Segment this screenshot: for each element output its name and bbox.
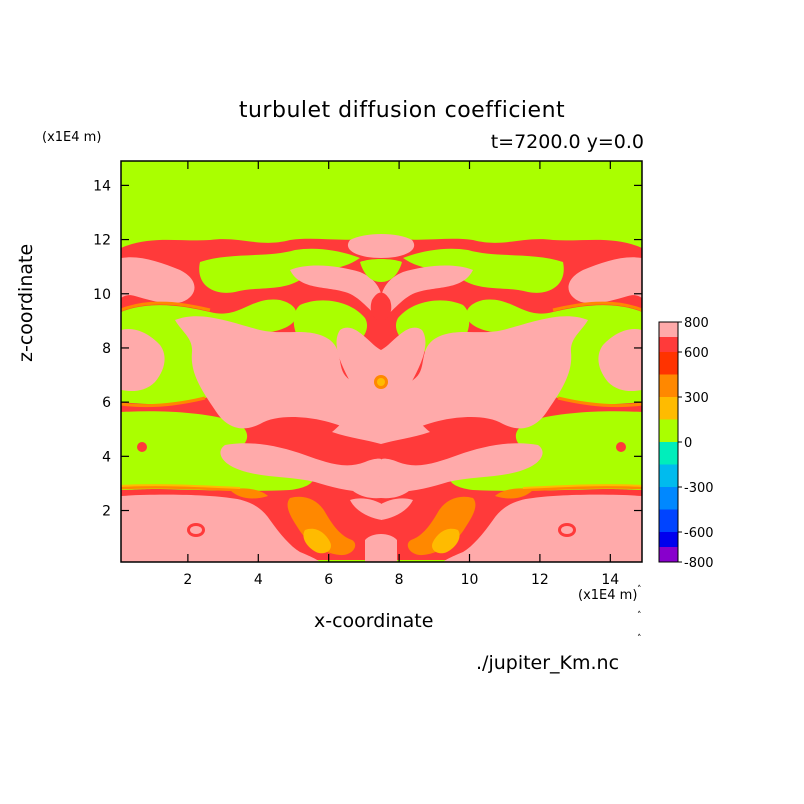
y-tick-label: 6 — [102, 395, 111, 411]
source-file-label: ./jupiter_Km.nc — [476, 652, 620, 674]
colorbar-tick-label: 300 — [684, 391, 709, 406]
contour-band-orange — [121, 484, 241, 489]
contour-band-red — [137, 442, 147, 452]
contour-band-yellow — [303, 528, 331, 554]
contour-left-half — [121, 236, 382, 562]
contour-band-pink — [350, 498, 382, 520]
marker-dot: ˄ — [637, 585, 642, 595]
x-tick-label: 14 — [601, 572, 619, 588]
colorbar-swatch — [659, 532, 678, 547]
contour-band-pink — [121, 257, 195, 304]
colorbar-swatch — [659, 442, 678, 465]
contour-band-pink — [290, 265, 382, 320]
contour-field — [121, 161, 642, 562]
colorbar-tick-label: 800 — [684, 316, 709, 331]
colorbar-tick-label: -600 — [684, 526, 714, 541]
marker-dot: ˄ — [637, 611, 642, 621]
x-tick-label: 4 — [254, 572, 263, 588]
y-tick-label: 4 — [102, 449, 111, 465]
contour-band-pink — [365, 534, 397, 562]
contour-band-pink — [121, 328, 165, 392]
y-axis-unit: (x1E4 m) — [42, 130, 102, 145]
y-tick-label: 14 — [93, 178, 111, 194]
axes: 2 4 6 8 10 12 14 2 4 6 8 10 12 14 — [93, 160, 643, 588]
colorbar-tick-label: 0 — [684, 436, 692, 451]
colorbar-swatch — [659, 374, 678, 397]
colorbar-swatch — [659, 397, 678, 420]
contour-band-red — [370, 292, 392, 322]
chart-title: turbulet diffusion coefficient — [238, 98, 566, 123]
contour-center — [332, 234, 430, 562]
x-tick-label: 6 — [324, 572, 333, 588]
contour-band-pink — [175, 316, 382, 440]
axis-marker-dots: ˄ ˄ ˄ — [637, 585, 642, 644]
colorbar-tick-label: 600 — [684, 346, 709, 361]
y-tick-label: 2 — [102, 504, 111, 520]
chart-subtitle: t=7200.0 y=0.0 — [490, 131, 644, 153]
contour-band-green — [360, 259, 402, 282]
contour-band-orange — [287, 496, 356, 556]
x-tick-label: 8 — [395, 572, 404, 588]
contour-band-pink — [121, 494, 320, 562]
colorbar-swatch — [659, 487, 678, 510]
contour-band-pink — [347, 234, 415, 258]
colorbar-swatch — [659, 509, 678, 532]
contour-band-orange — [121, 396, 206, 408]
contour-right-half — [379, 234, 642, 562]
x-axis-unit: (x1E4 m) — [578, 588, 638, 603]
contour-band-green — [199, 248, 360, 293]
colorbar-swatch — [659, 337, 678, 352]
marker-dot: ˄ — [637, 634, 642, 644]
colorbar-tick-label: -800 — [684, 556, 714, 571]
y-tick-label: 10 — [93, 287, 111, 303]
contour-band-orange — [121, 301, 211, 312]
colorbar-swatch — [659, 464, 678, 487]
colorbar-tick-label: -300 — [684, 481, 714, 496]
x-tick-label: 10 — [461, 572, 479, 588]
x-tick-label: 2 — [183, 572, 192, 588]
colorbar-swatch — [659, 352, 678, 375]
contour-band-pink — [344, 466, 418, 499]
contour-band-yellow — [377, 378, 385, 386]
colorbar-swatch — [659, 419, 678, 442]
contour-band-orange — [121, 485, 241, 492]
contour-band-pink — [190, 526, 202, 534]
x-axis-label: x-coordinate — [314, 610, 434, 632]
plot-frame — [120, 160, 643, 563]
colorbar-swatch — [659, 322, 678, 337]
colorbar: 800 600 300 0 -300 -600 -800 — [658, 316, 714, 571]
y-tick-label: 12 — [93, 233, 111, 249]
x-tick-label: 12 — [531, 572, 549, 588]
contour-band-pink — [220, 443, 382, 492]
y-tick-label: 8 — [102, 341, 111, 357]
colorbar-swatch — [659, 547, 678, 562]
